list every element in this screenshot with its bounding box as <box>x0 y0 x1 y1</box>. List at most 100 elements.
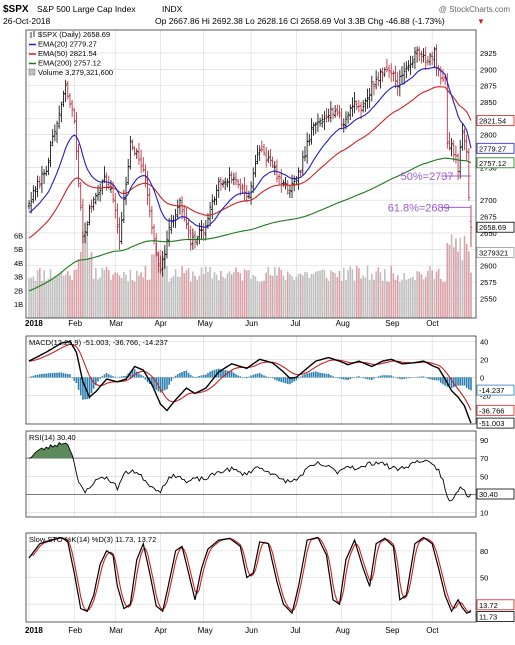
volume-bar <box>259 282 261 318</box>
macd-hist-bar <box>252 375 254 378</box>
price-last-tag-2: 2757.12 <box>477 158 514 168</box>
macd-hist-bar <box>339 377 341 378</box>
volume-bar <box>367 266 369 318</box>
volume-bar <box>300 274 302 318</box>
x-tick-label: Mar <box>109 626 123 635</box>
macd-hist-bar <box>119 377 121 378</box>
volume-bar <box>171 278 173 318</box>
volume-bar <box>285 280 287 318</box>
macd-hist-bar <box>211 371 213 378</box>
macd-hist-bar <box>65 374 67 378</box>
volume-bar <box>386 281 388 318</box>
volume-bar <box>106 267 108 318</box>
volume-bar <box>283 276 285 318</box>
volume-bar <box>30 278 32 318</box>
macd-hist-bar <box>48 373 50 377</box>
volume-bar <box>37 270 39 318</box>
volume-bar <box>468 251 470 318</box>
volume-bar <box>45 280 47 318</box>
volume-bar <box>84 234 86 318</box>
volume-bar <box>341 281 343 318</box>
macd-hist-bar <box>86 377 88 399</box>
macd-hist-bar <box>362 377 364 378</box>
macd-hist-bar <box>50 373 52 378</box>
y-tick-label: 2800 <box>480 131 497 140</box>
volume-bar <box>145 266 147 318</box>
volume-bar <box>311 274 313 318</box>
x-tick-label: Aug <box>336 319 350 328</box>
volume-bar <box>41 281 43 318</box>
macd-hist-bar <box>261 374 263 377</box>
volume-bar <box>229 271 231 318</box>
x-tick-label: 2018 <box>25 626 43 635</box>
macd-hist-bar <box>205 375 207 378</box>
legend-volume-icon <box>29 69 35 75</box>
macd-hist-bar <box>250 376 252 378</box>
macd-hist-bar <box>311 372 313 377</box>
volume-bar <box>209 267 211 318</box>
macd-hist-bar <box>285 377 287 383</box>
volume-bar <box>95 268 97 318</box>
macd-hist-bar <box>80 377 82 395</box>
sto-last-tag-1: 11.73 <box>477 612 514 622</box>
macd-hist-bar <box>367 377 369 379</box>
macd-hist-bar <box>386 375 388 377</box>
x-tick-label: Mar <box>109 319 123 328</box>
volume-bar <box>451 234 453 318</box>
macd-hist-bar <box>352 377 354 378</box>
volume-bar <box>257 281 259 318</box>
macd-hist-bar <box>76 377 78 383</box>
volume-axis-label: 4B <box>14 259 23 268</box>
y-tick-label: 80 <box>480 547 488 556</box>
price-last-tag-3: 2658.69 <box>477 222 514 232</box>
volume-bar <box>315 272 317 318</box>
volume-bar <box>416 271 418 318</box>
macd-hist-bar <box>431 377 433 379</box>
macd-hist-bar <box>181 372 183 378</box>
macd-hist-bar <box>61 372 63 377</box>
macd-hist-bar <box>410 377 412 378</box>
volume-bar <box>453 247 455 318</box>
volume-axis-label: 5B <box>14 245 23 254</box>
legend-label: $SPX (Daily) 2658.69 <box>38 30 110 39</box>
macd-last-tag-0-label: -14.237 <box>479 386 504 395</box>
volume-bar <box>349 266 351 318</box>
legend-label: Volume 3,279,321,600 <box>38 68 113 77</box>
volume-bar <box>224 278 226 318</box>
x-tick-label: 2018 <box>25 319 43 328</box>
y-tick-label: 2675 <box>480 213 497 222</box>
volume-bar <box>110 280 112 318</box>
y-tick-label: 2575 <box>480 278 497 287</box>
macd-hist-bar <box>406 377 408 378</box>
volume-bar <box>239 273 241 318</box>
x-tick-label: Jun <box>245 626 258 635</box>
macd-hist-bar <box>192 376 194 377</box>
macd-hist-bar <box>33 376 35 378</box>
volume-bar <box>373 280 375 318</box>
legend-label: EMA(200) 2757.12 <box>38 59 101 68</box>
volume-bar <box>442 282 444 318</box>
volume-bar <box>168 282 170 318</box>
macd-hist-bar <box>52 373 54 378</box>
sto-last-tag-1-label: 11.73 <box>479 613 497 622</box>
volume-bar <box>440 279 442 318</box>
macd-hist-bar <box>54 373 56 378</box>
price-last-tag-4: 3279321 <box>477 248 514 258</box>
y-tick-label: 40 <box>480 337 488 346</box>
macd-hist-bar <box>140 375 142 378</box>
volume-bar <box>278 267 280 318</box>
volume-bar <box>455 238 457 318</box>
x-tick-label: Oct <box>426 626 439 635</box>
volume-bar <box>149 279 151 318</box>
price-last-tag-2-label: 2757.12 <box>479 159 506 168</box>
volume-bar <box>108 270 110 318</box>
volume-bar <box>183 273 185 318</box>
macd-hist-bar <box>235 374 237 377</box>
y-tick-label: 2875 <box>480 82 497 91</box>
macd-hist-bar <box>365 377 367 378</box>
volume-axis-label: 3B <box>14 273 23 282</box>
volume-bar <box>328 281 330 318</box>
macd-hist-bar <box>317 372 319 377</box>
rsi-last-tag-0-label: 30.40 <box>479 490 498 499</box>
volume-bar <box>332 272 334 318</box>
